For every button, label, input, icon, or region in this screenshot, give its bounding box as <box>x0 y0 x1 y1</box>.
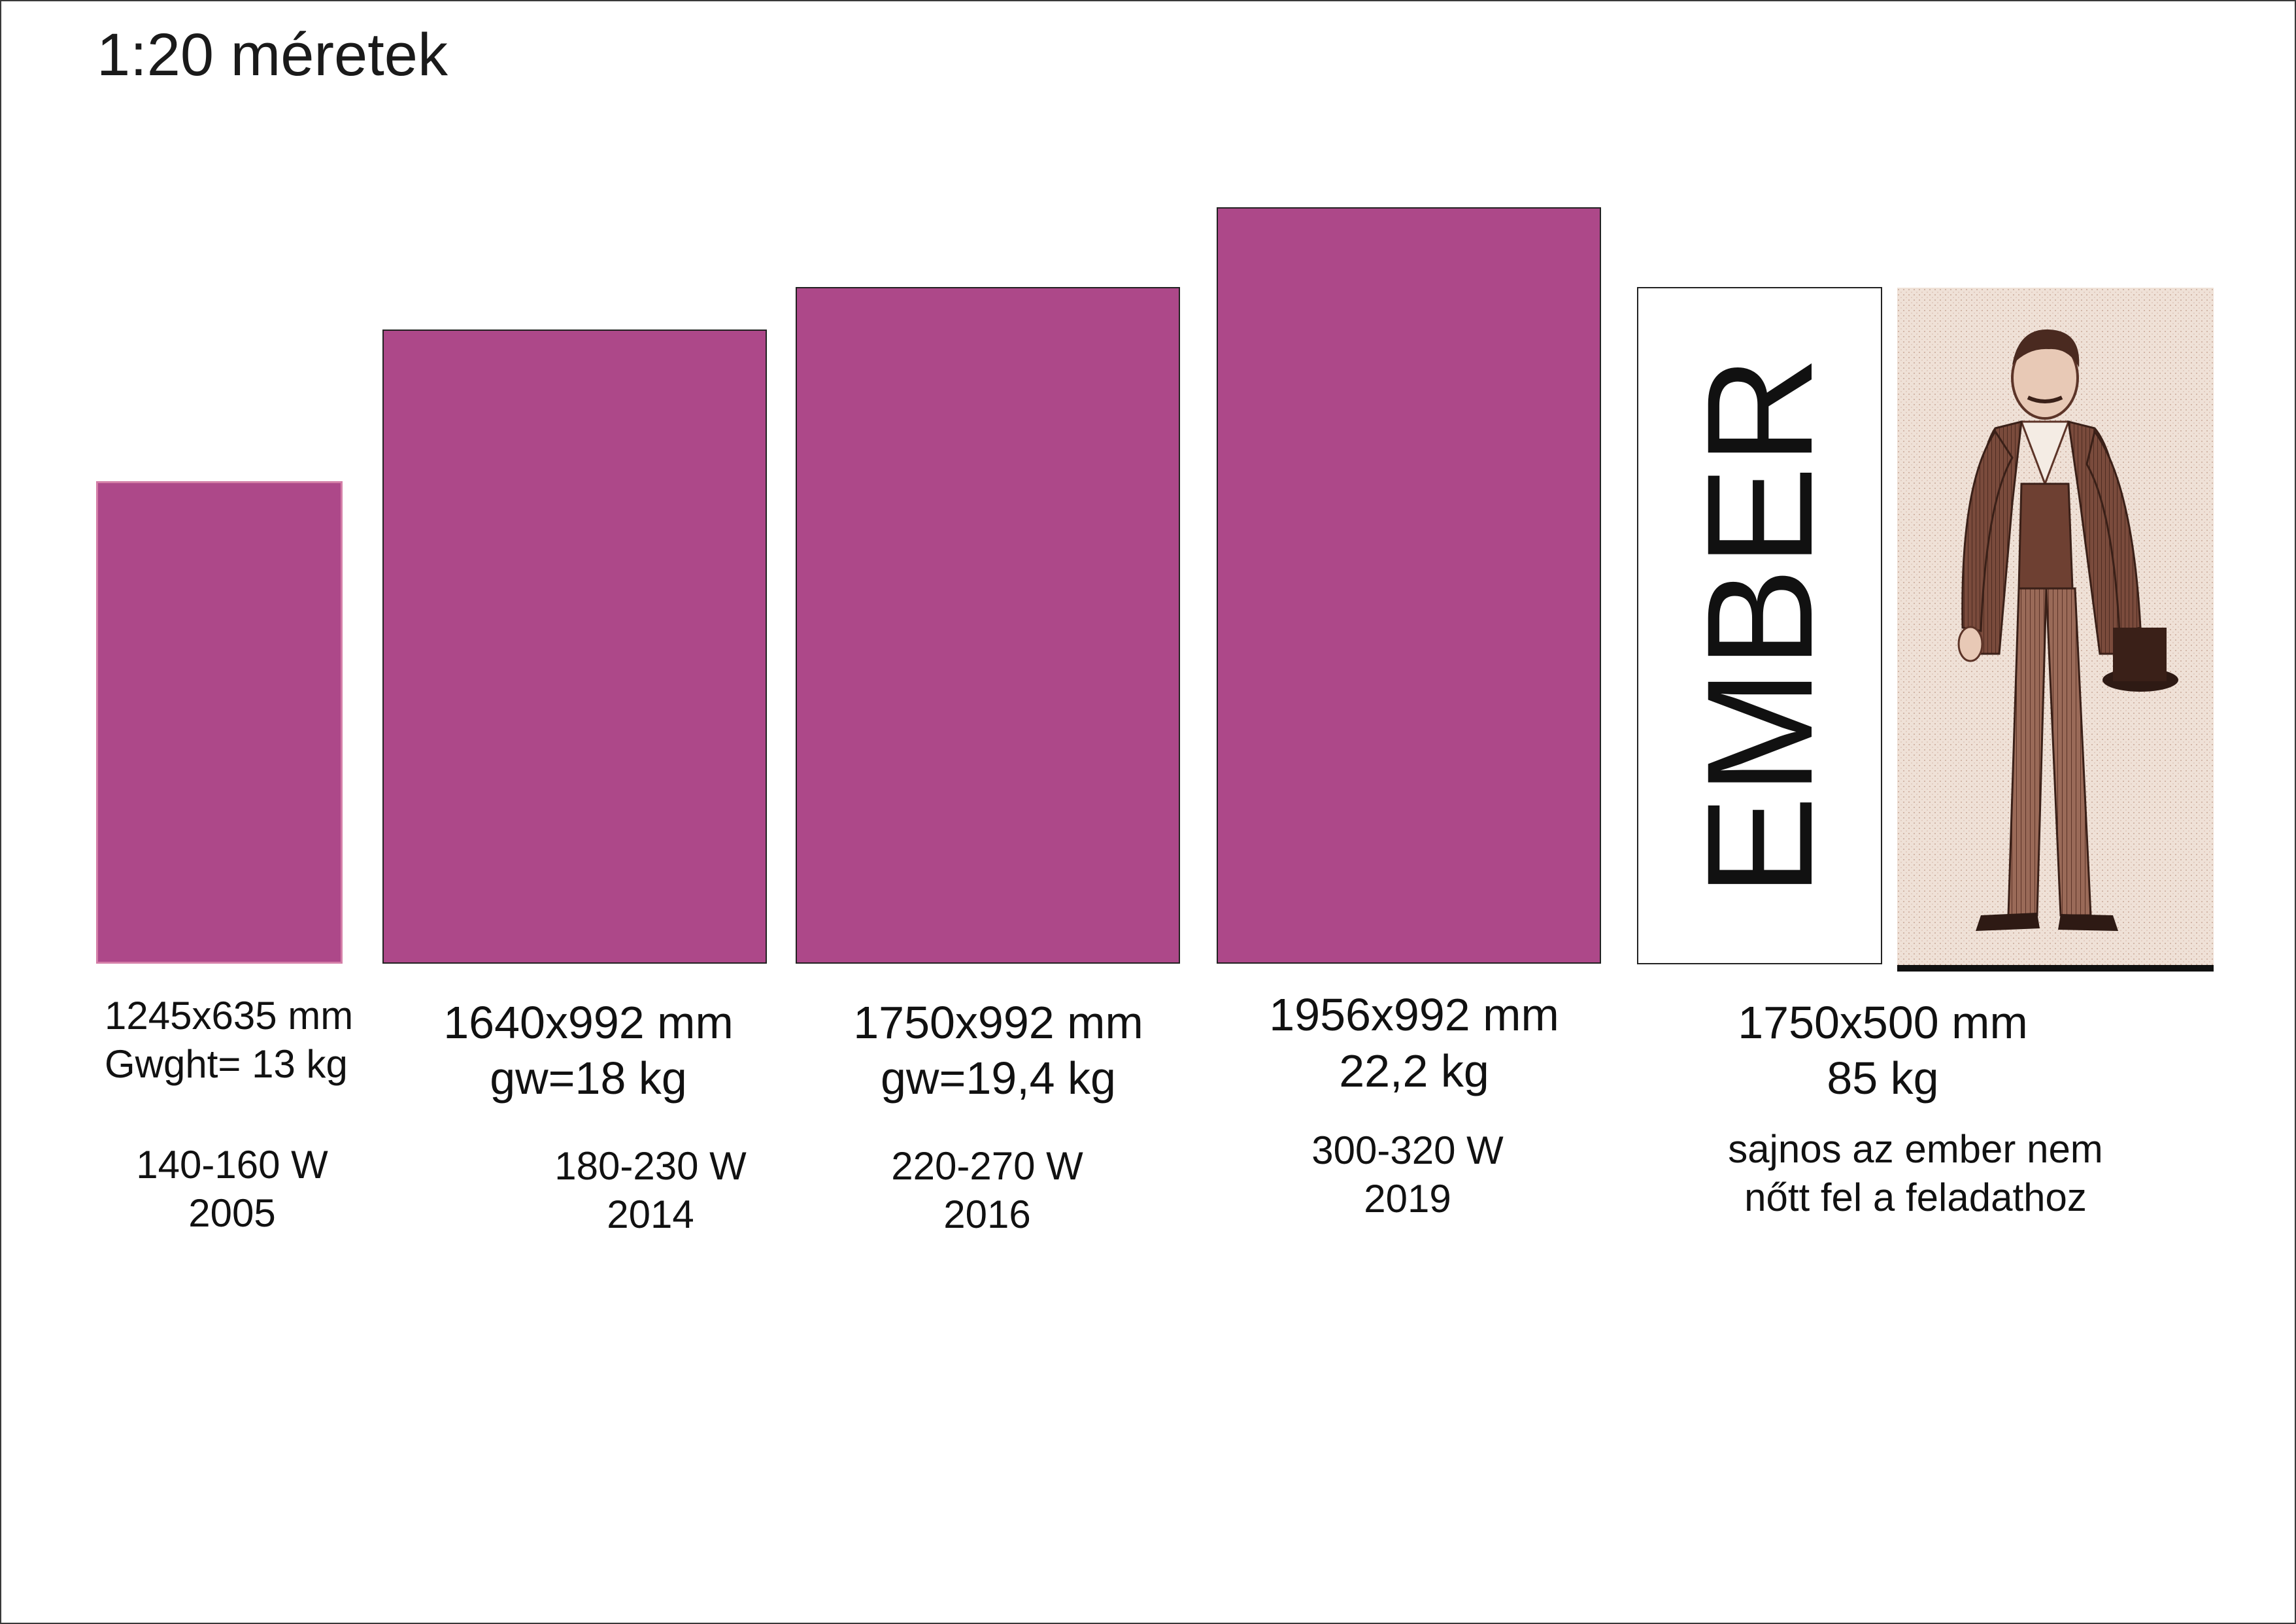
panel-2014-dims: 1640x992 mm <box>443 997 734 1048</box>
panel-2016-power: 220-270 W <box>891 1144 1083 1188</box>
panel-2005-weight: Gwght= 13 kg <box>105 1042 348 1086</box>
panel-2005-power: 140-160 W <box>136 1143 328 1187</box>
panel-2005-year: 2005 <box>188 1191 276 1235</box>
man-figure-illustration <box>1897 288 2214 972</box>
panel-2019-weight: 22,2 kg <box>1339 1045 1489 1096</box>
panel-2014 <box>382 330 767 964</box>
human-note-line1: sajnos az ember nem <box>1728 1127 2103 1171</box>
human-box-label: EMBER <box>1675 355 1844 896</box>
human-size-box: EMBER <box>1637 287 1882 964</box>
panel-2005 <box>96 481 343 964</box>
panel-2019 <box>1217 207 1601 964</box>
panel-2005-dims: 1245x635 mm <box>105 994 354 1038</box>
panel-2014-year: 2014 <box>607 1193 694 1236</box>
panel-2016-weight: gw=19,4 kg <box>881 1053 1116 1104</box>
panel-2016-year: 2016 <box>943 1193 1031 1236</box>
human-dims: 1750x500 mm <box>1738 997 2028 1048</box>
page-title: 1:20 méretek <box>97 22 448 88</box>
human-note-line2: nőtt fel a feladathoz <box>1744 1176 2087 1219</box>
panel-2019-dims: 1956x992 mm <box>1269 989 1559 1040</box>
panel-2019-power: 300-320 W <box>1311 1128 1504 1172</box>
panel-2014-weight: gw=18 kg <box>490 1053 687 1104</box>
human-weight: 85 kg <box>1827 1053 1939 1104</box>
panel-2014-power: 180-230 W <box>554 1144 747 1188</box>
panel-2019-year: 2019 <box>1364 1177 1451 1221</box>
panel-2016-dims: 1750x992 mm <box>853 997 1143 1048</box>
panel-2016 <box>796 287 1180 964</box>
